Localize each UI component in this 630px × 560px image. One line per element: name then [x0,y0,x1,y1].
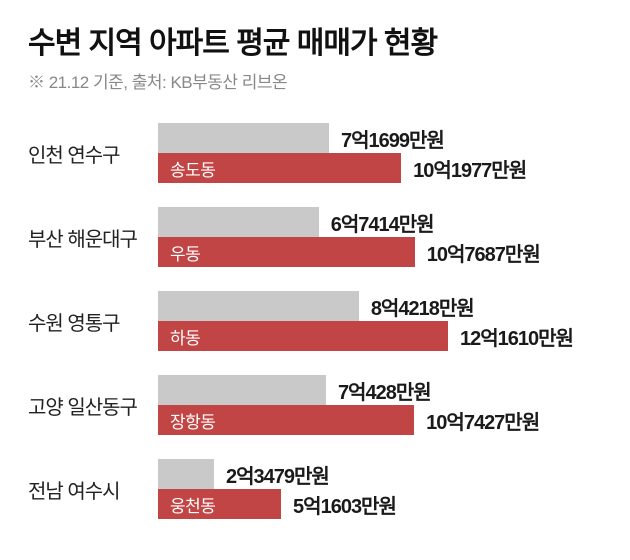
bar-gray-value: 6억7414만원 [331,208,434,237]
bar-group: 6억7414만원우동 10억7687만원 [158,207,602,267]
bar-red-inner-label: 하동 [158,324,200,349]
bar-wrap-red: 송도동 10억1977만원 [158,153,602,183]
bar-wrap-red: 장항동 10억7427만원 [158,405,602,435]
chart-row: 부산 해운대구 6억7414만원우동 10억7687만원 [28,207,602,267]
bar-gray [158,123,329,153]
bar-wrap-red: 하동 12억1610만원 [158,321,602,351]
bar-red-value: 10억7427만원 [426,406,539,435]
bar-chart: 인천 연수구7억1699만원송도동10억1977만원부산 해운대구6억7414만… [28,123,602,519]
bar-gray-value: 7억1699만원 [341,124,444,153]
bar-gray-value: 8억4218만원 [371,292,474,321]
bar-group: 2억3479만원웅천동 5억1603만원 [158,459,602,519]
bar-red-inner-label: 장항동 [158,408,215,433]
bar-red-value: 12억1610만원 [460,322,573,351]
bar-gray [158,375,326,405]
bar-group: 8억4218만원하동 12억1610만원 [158,291,602,351]
bar-red: 우동 [158,237,415,267]
chart-row: 수원 영통구 8억4218만원하동 12억1610만원 [28,291,602,351]
chart-row: 전남 여수시 2억3479만원웅천동 5억1603만원 [28,459,602,519]
bar-red-inner-label: 웅천동 [158,492,215,517]
region-label: 부산 해운대구 [28,223,158,252]
region-label: 인천 연수구 [28,139,158,168]
bar-wrap-gray: 2억3479만원 [158,459,602,489]
bar-wrap-gray: 7억1699만원 [158,123,602,153]
chart-subtitle: ※ 21.12 기준, 출처: KB부동산 리브온 [28,68,602,93]
region-label: 고양 일산동구 [28,391,158,420]
bar-wrap-gray: 8억4218만원 [158,291,602,321]
bar-wrap-red: 우동 10억7687만원 [158,237,602,267]
bar-group: 7억428만원장항동 10억7427만원 [158,375,602,435]
bar-red-value: 10억1977만원 [413,154,526,183]
bar-red: 웅천동 [158,489,281,519]
bar-gray [158,207,319,237]
bar-wrap-red: 웅천동 5억1603만원 [158,489,602,519]
bar-gray [158,291,359,321]
bar-red: 하동 [158,321,448,351]
region-label: 전남 여수시 [28,475,158,504]
bar-red: 장항동 [158,405,414,435]
bar-wrap-gray: 6억7414만원 [158,207,602,237]
chart-title: 수변 지역 아파트 평균 매매가 현황 [28,18,602,62]
bar-red: 송도동 [158,153,401,183]
chart-row: 고양 일산동구 7억428만원장항동 10억7427만원 [28,375,602,435]
bar-red-inner-label: 우동 [158,240,200,265]
bar-red-inner-label: 송도동 [158,156,215,181]
bar-gray-value: 2억3479만원 [226,460,329,489]
chart-row: 인천 연수구 7억1699만원송도동 10억1977만원 [28,123,602,183]
region-label: 수원 영통구 [28,307,158,336]
bar-wrap-gray: 7억428만원 [158,375,602,405]
bar-red-value: 10억7687만원 [427,238,540,267]
bar-red-value: 5억1603만원 [293,490,396,519]
bar-group: 7억1699만원송도동 10억1977만원 [158,123,602,183]
bar-gray-value: 7억428만원 [338,376,431,405]
bar-gray [158,459,214,489]
